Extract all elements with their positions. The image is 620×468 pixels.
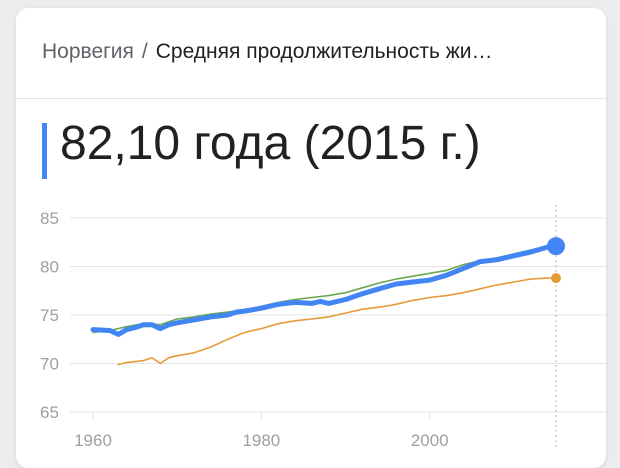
y-tick-label-65: 65 (40, 403, 59, 422)
life-expectancy-chart[interactable]: 85 80 75 70 65 1960 1980 2000 (0, 0, 620, 450)
breadcrumb-title[interactable]: Средняя продолжительность жи… (155, 40, 493, 63)
header-divider (16, 98, 606, 99)
series-endpoint-orange (551, 273, 561, 284)
y-tick-label-70: 70 (40, 355, 59, 374)
series-line-primary (90, 243, 559, 337)
chart-ticks: 85 80 75 70 65 1960 1980 2000 (40, 209, 449, 450)
y-tick-label-80: 80 (40, 258, 59, 277)
summary-value: 82,10 года (2015 г.) (60, 117, 481, 170)
series-endpoint-primary (547, 237, 565, 256)
breadcrumb-separator: / (141, 40, 148, 63)
x-tick-label-1960: 1960 (74, 431, 112, 450)
value-accent-bar (42, 123, 47, 179)
y-tick-label-75: 75 (40, 306, 59, 325)
x-tick-label-1980: 1980 (242, 431, 280, 450)
chart-grid (70, 205, 606, 450)
series-line-orange (117, 277, 557, 366)
breadcrumb-country-link[interactable]: Норвегия (42, 40, 134, 63)
x-tick-label-2000: 2000 (411, 431, 449, 450)
y-tick-label-85: 85 (40, 209, 59, 228)
result-card: Норвегия / Средняя продолжительность жи… 8… (16, 8, 606, 468)
breadcrumb: Норвегия / Средняя продолжительность жи… (42, 40, 493, 64)
series-line-green (92, 244, 557, 334)
chart-series (90, 237, 565, 366)
